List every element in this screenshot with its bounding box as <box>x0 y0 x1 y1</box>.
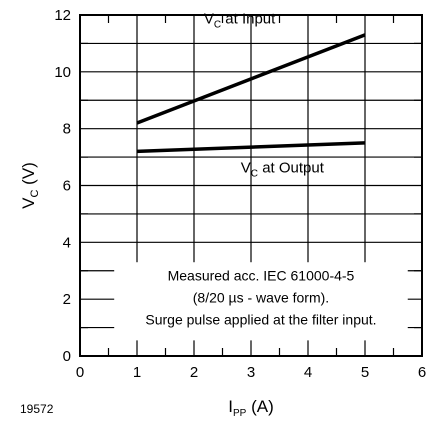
y-tick-label: 12 <box>54 7 71 24</box>
x-axis-label: IPP (A) <box>228 397 273 419</box>
figure-id: 19572 <box>20 402 54 416</box>
annotation-line: Measured acc. IEC 61000-4-5 <box>168 268 355 284</box>
y-tick-label: 4 <box>63 234 71 251</box>
tick-marks <box>80 15 422 356</box>
annotation-line: Surge pulse applied at the filter input. <box>145 312 376 328</box>
annotation-background <box>114 262 408 341</box>
x-tick-label: 5 <box>361 364 369 381</box>
x-tick-label: 1 <box>133 364 141 381</box>
x-tick-label: 2 <box>190 364 198 381</box>
y-tick-label: 2 <box>63 291 71 308</box>
series-label-output: VC at Output <box>241 160 325 180</box>
series-line-input <box>136 33 366 125</box>
series-labels: VC at Input VC at Output <box>204 11 325 180</box>
series-label-input: VC at Input <box>204 11 276 31</box>
annotation-line: (8/20 µs - wave form). <box>193 290 329 306</box>
x-tick-label: 3 <box>247 364 255 381</box>
y-tick-label: 6 <box>63 178 71 195</box>
y-tick-label: 8 <box>63 121 71 138</box>
y-tick-label: 0 <box>63 348 71 365</box>
x-tick-label: 0 <box>76 364 84 381</box>
y-tick-label: 10 <box>54 64 71 81</box>
plot-frame <box>79 14 423 357</box>
y-axis-label: VC (V) <box>19 162 41 209</box>
x-tick-label: 4 <box>304 364 312 381</box>
annotation-text: Measured acc. IEC 61000-4-5 (8/20 µs - wa… <box>145 268 376 328</box>
series-line-output <box>136 141 366 154</box>
series-group <box>136 33 366 154</box>
x-tick-label: 6 <box>418 364 426 381</box>
